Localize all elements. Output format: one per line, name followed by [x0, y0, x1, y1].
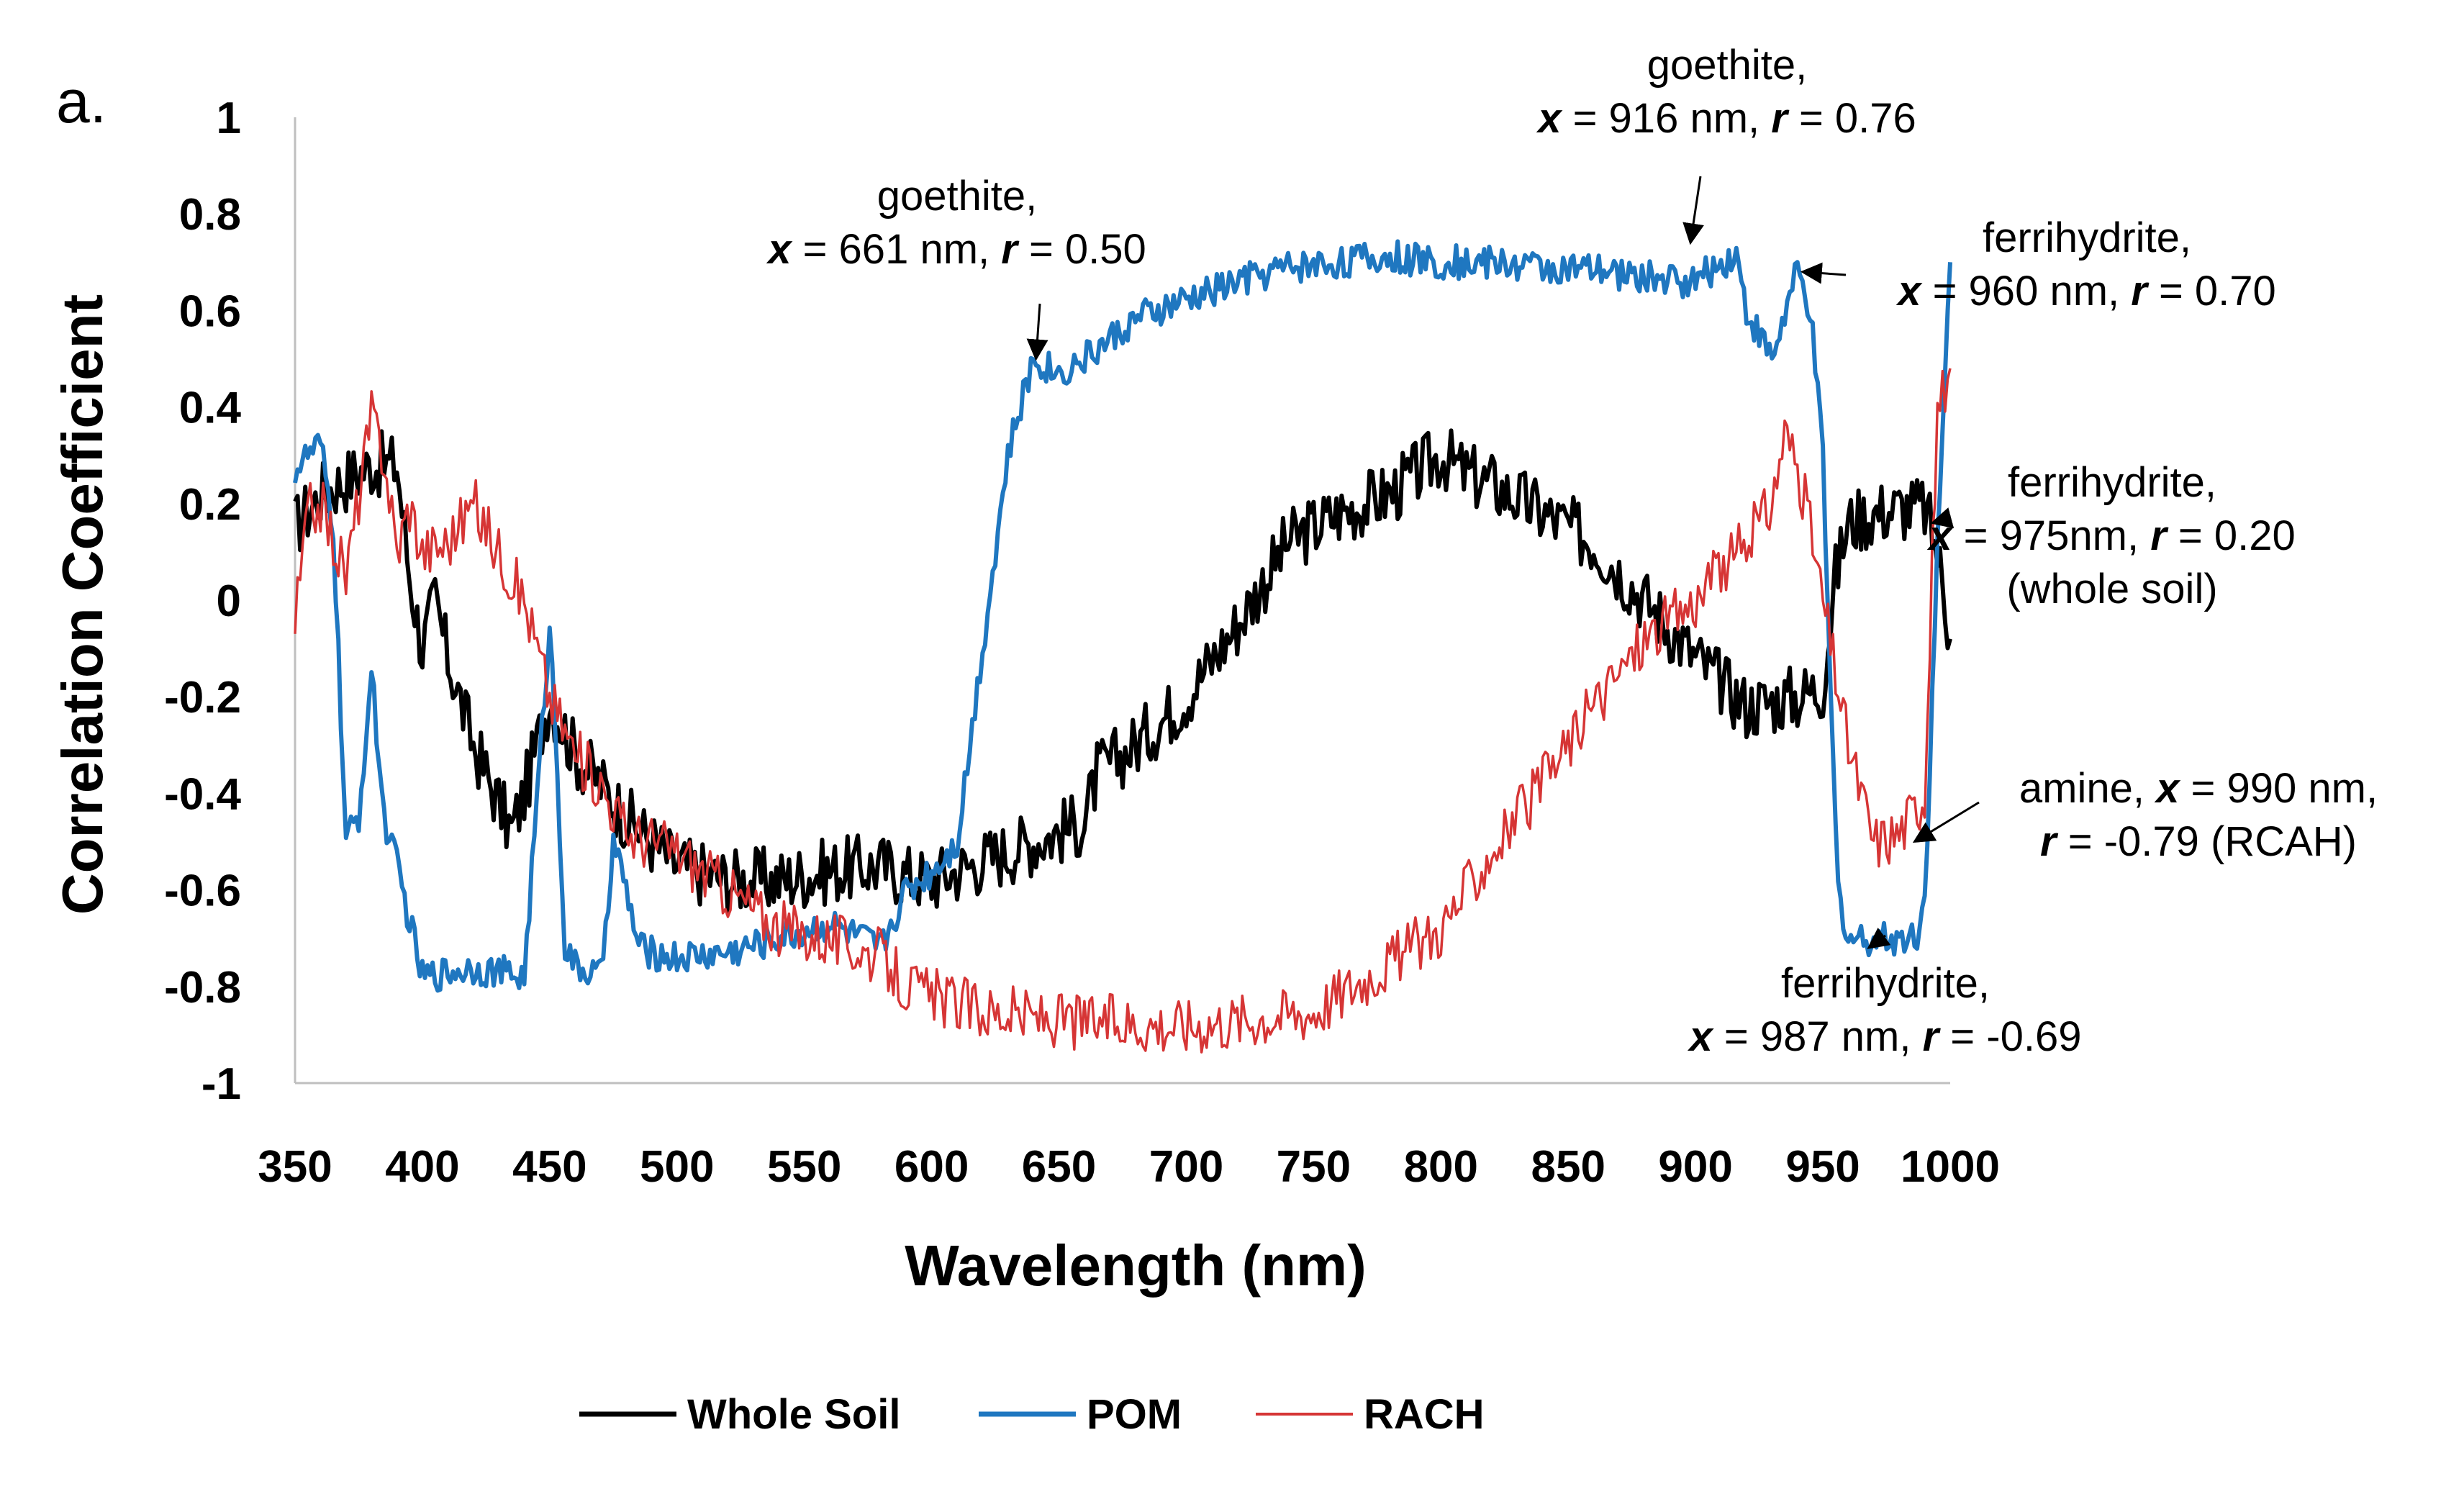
annotation-text: x = 960 nm, r = 0.70: [1895, 268, 2276, 314]
annotation-text: goethite,: [877, 173, 1038, 219]
legend: Whole Soil POM RACH: [579, 1391, 1485, 1438]
series-layer: [295, 242, 1950, 1053]
y-tick-label: -1: [201, 1059, 241, 1109]
legend-label: RACH: [1364, 1391, 1485, 1438]
x-tick-label: 750: [1277, 1142, 1351, 1192]
y-tick-label: 0.2: [179, 480, 241, 530]
annotation-1: goethite, x = 661 nm, r = 0.50: [766, 173, 1146, 359]
y-tick-label: -0.2: [164, 673, 241, 723]
y-tick-label: 0.8: [179, 190, 241, 240]
x-tick-label: 900: [1658, 1142, 1732, 1192]
legend-item-pom: POM: [979, 1391, 1182, 1438]
x-tick-label: 400: [385, 1142, 459, 1192]
annotation-5: amine, x = 990 nm, r = -0.79 (RCAH): [1914, 765, 2378, 865]
y-tick-label: 0.4: [179, 384, 242, 433]
annotation-2: goethite, x = 916 nm, r = 0.76: [1536, 42, 1916, 243]
annotation-text: amine, x = 990 nm,: [2019, 765, 2378, 812]
annotation-3: ferrihydrite, x = 960 nm, r = 0.70: [1803, 214, 2276, 314]
annotation-text: x = 975nm, r = 0.20: [1926, 512, 2296, 559]
x-tick-label: 650: [1022, 1142, 1096, 1192]
annotation-text: x = 661 nm, r = 0.50: [766, 226, 1146, 273]
annotation-6: ferrihydrite, x = 987 nm, r = -0.69: [1688, 936, 2082, 1060]
y-axis-label: Correlation Coefficient: [50, 294, 114, 915]
legend-item-rach: RACH: [1256, 1391, 1485, 1438]
annotation-arrow: [1036, 304, 1040, 359]
annotation-text: ferrihydrite,: [1983, 214, 2191, 261]
x-tick-label: 450: [512, 1142, 586, 1192]
annotation-layer: goethite, x = 661 nm, r = 0.50 goethite, x …: [766, 42, 2378, 1060]
annotation-arrow: [1690, 176, 1700, 243]
x-tick-label: 800: [1404, 1142, 1478, 1192]
annotation-text: ferrihydrite,: [1781, 960, 1990, 1007]
annotation-text: r = -0.79 (RCAH): [2040, 818, 2357, 865]
y-tick-label: 0.6: [179, 286, 241, 336]
x-tick-label: 700: [1149, 1142, 1223, 1192]
legend-label: Whole Soil: [687, 1391, 900, 1438]
annotation-text: (whole soil): [2006, 566, 2217, 612]
series-line-pom: [295, 242, 1950, 991]
annotation-text: goethite,: [1647, 42, 1808, 89]
y-tick-label: 1: [217, 94, 241, 143]
x-tick-label: 600: [894, 1142, 969, 1192]
x-tick-label: 850: [1531, 1142, 1605, 1192]
annotation-text: x = 916 nm, r = 0.76: [1536, 95, 1916, 142]
panel-label: a.: [56, 68, 107, 135]
x-tick-label: 1000: [1901, 1142, 2000, 1192]
x-tick-label: 950: [1785, 1142, 1860, 1192]
y-tick-label: 0: [217, 576, 241, 626]
legend-label: POM: [1087, 1391, 1182, 1438]
legend-item-whole-soil: Whole Soil: [579, 1391, 900, 1438]
annotation-arrow: [1803, 272, 1846, 275]
series-line-whole-soil: [295, 430, 1950, 914]
x-tick-label: 350: [258, 1142, 332, 1192]
x-tick-label: 500: [640, 1142, 714, 1192]
x-axis-label: Wavelength (nm): [905, 1233, 1366, 1298]
annotation-text: ferrihydrite,: [2008, 459, 2216, 506]
x-tick-label: 550: [767, 1142, 841, 1192]
annotation-4: ferrihydrite, x = 975nm, r = 0.20 (whole s…: [1926, 459, 2296, 612]
y-tick-label: -0.8: [164, 963, 241, 1013]
y-tick-label: -0.4: [164, 769, 241, 819]
y-tick-label: -0.6: [164, 866, 241, 916]
annotation-text: x = 987 nm, r = -0.69: [1688, 1013, 2082, 1060]
